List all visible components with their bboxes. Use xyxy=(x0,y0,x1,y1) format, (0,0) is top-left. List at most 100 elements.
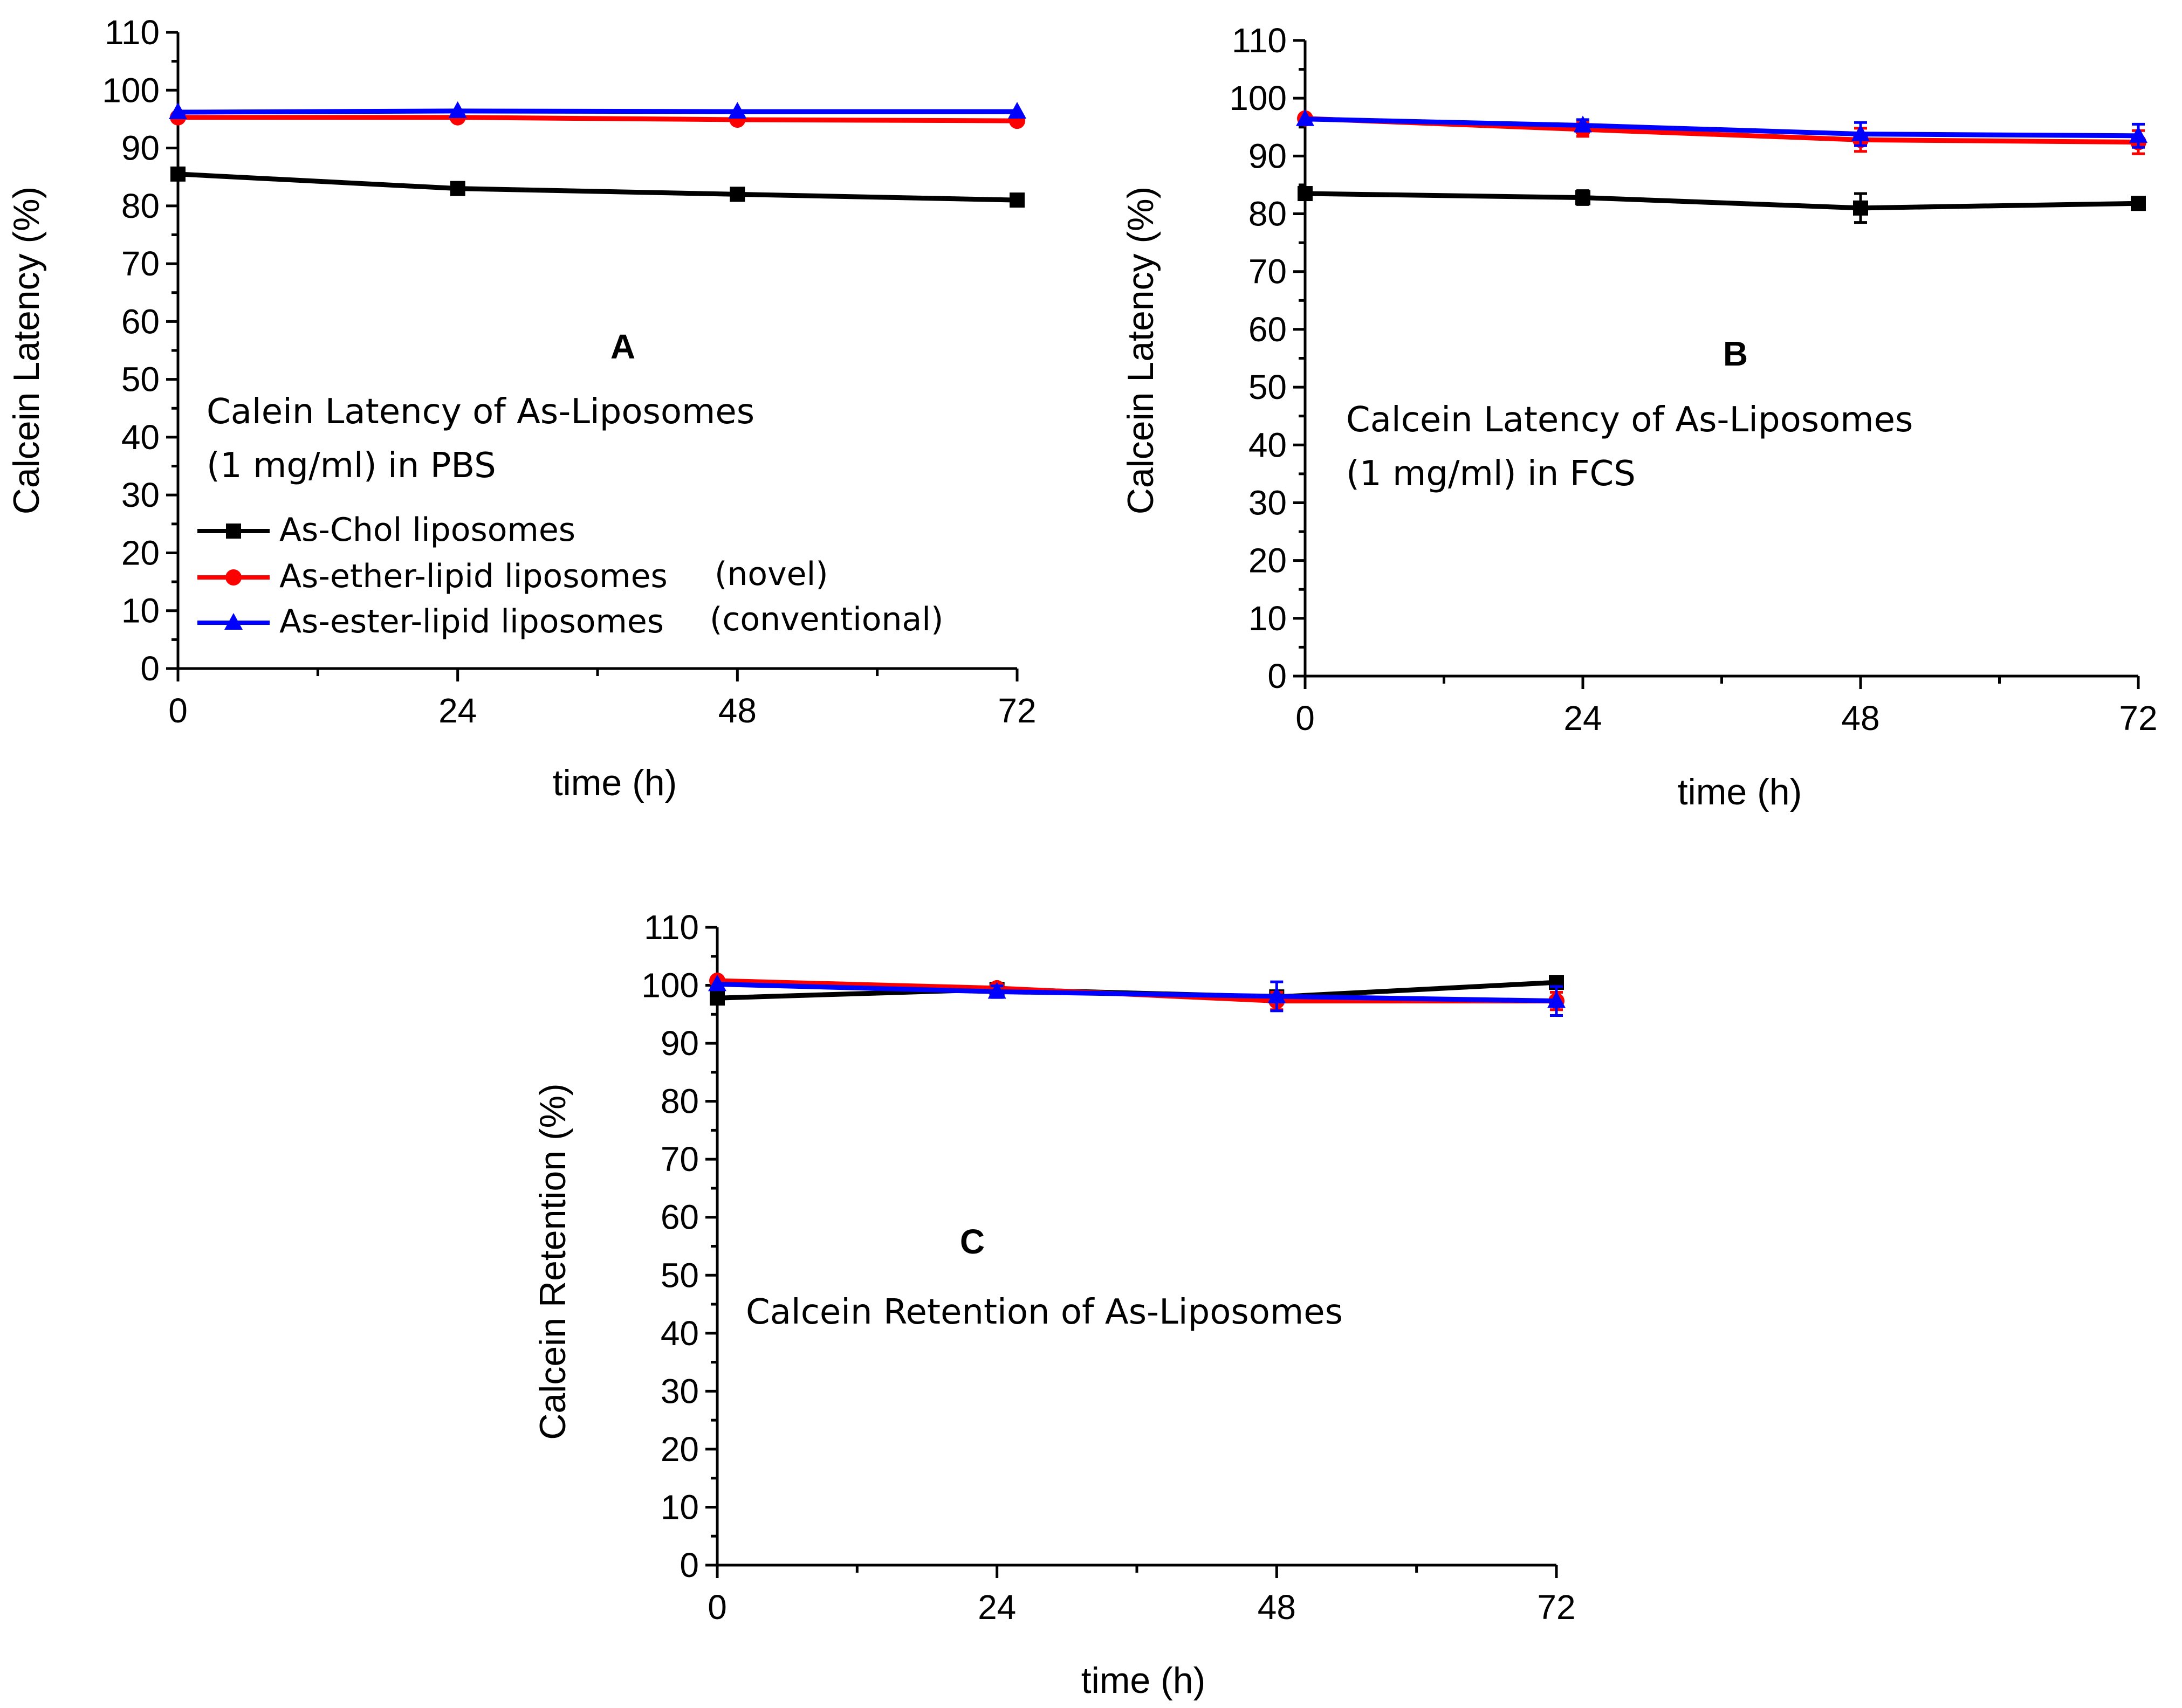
series-ester-lipid xyxy=(169,101,1026,120)
legend-item: As-ether-lipid liposomes (novel) xyxy=(197,555,828,595)
data-point xyxy=(1851,124,1870,141)
x-axis-title: time (h) xyxy=(1081,1660,1205,1701)
y-tick-label: 70 xyxy=(661,1140,699,1179)
series-line xyxy=(1302,191,2141,211)
data-point xyxy=(1010,192,1025,208)
data-point xyxy=(1853,200,1868,216)
x-tick-label: 24 xyxy=(978,1588,1016,1627)
y-tick-label: 60 xyxy=(1248,310,1287,349)
y-tick-label: 100 xyxy=(1229,79,1287,118)
y-axis-title: Calcein Retention (%) xyxy=(532,1083,573,1440)
data-point xyxy=(169,102,187,120)
y-tick-label: 70 xyxy=(1248,252,1287,291)
y-tick-label: 10 xyxy=(121,591,160,630)
panel-b: 0 10 20 30 40 50 60 70 80 90 100 110 0 24 48 72 time (h)… xyxy=(1120,21,2158,812)
series-line xyxy=(1302,116,2141,139)
legend-marker xyxy=(225,569,242,586)
x-axis-title: time (h) xyxy=(1678,772,1802,812)
data-point xyxy=(987,982,1006,999)
data-point xyxy=(1267,986,1286,1003)
data-point xyxy=(448,101,467,118)
data-point xyxy=(1008,101,1026,119)
x-tick-label: 48 xyxy=(1258,1588,1296,1627)
x-tick-label: 72 xyxy=(1537,1588,1575,1627)
legend-suffix: (conventional) xyxy=(710,601,943,638)
series-ester-lipid xyxy=(708,974,1566,1017)
y-tick-label: 40 xyxy=(661,1314,699,1353)
y-tick-label: 100 xyxy=(102,71,160,109)
x-tick-label: 72 xyxy=(2119,699,2157,738)
legend-label: As-ether-lipid liposomes xyxy=(279,557,668,595)
y-tick-label: 20 xyxy=(1248,541,1287,580)
data-point xyxy=(728,101,747,119)
y-tick-label: 110 xyxy=(105,13,160,52)
x-tick-label: 48 xyxy=(1841,699,1879,738)
x-tick-label: 48 xyxy=(718,691,757,730)
series-line xyxy=(175,171,1020,203)
series-line xyxy=(175,108,1020,115)
annotation-text: Calcein Latency of As-Liposomes xyxy=(1346,400,1913,440)
panel-a: 0 10 20 30 40 50 60 70 80 90 100 110 0 24 48 72 time (h)… xyxy=(6,13,1037,803)
y-tick-label: 60 xyxy=(121,302,160,341)
panel-letter: C xyxy=(960,1222,985,1261)
y-tick-label: 50 xyxy=(1248,368,1287,407)
series-chol xyxy=(170,166,1025,208)
series-chol xyxy=(1298,186,2146,224)
y-tick-label: 70 xyxy=(121,244,160,283)
y-axis-title: Calcein Latency (%) xyxy=(1120,187,1161,514)
x-tick-label: 0 xyxy=(168,691,188,730)
x-tick-label: 72 xyxy=(998,691,1036,730)
x-tick-label: 0 xyxy=(1295,699,1315,738)
data-point xyxy=(2131,196,2146,211)
y-tick-label: 20 xyxy=(661,1430,699,1469)
data-point xyxy=(2129,126,2147,143)
data-point xyxy=(170,166,186,182)
data-point xyxy=(710,990,725,1006)
panel-letter: A xyxy=(610,327,635,366)
y-tick-label: 20 xyxy=(121,533,160,572)
y-tick-label: 0 xyxy=(140,649,160,688)
y-tick-label: 50 xyxy=(121,360,160,399)
y-tick-label: 100 xyxy=(641,966,699,1005)
y-tick-label: 0 xyxy=(1267,657,1287,695)
y-tick-label: 110 xyxy=(644,908,699,947)
y-tick-label: 110 xyxy=(1232,21,1287,60)
y-tick-label: 0 xyxy=(680,1546,699,1585)
y-tick-label: 80 xyxy=(661,1082,699,1121)
y-tick-label: 30 xyxy=(121,476,160,514)
data-point xyxy=(450,181,465,196)
y-tick-label: 30 xyxy=(661,1372,699,1410)
series-line xyxy=(175,115,1020,123)
data-point xyxy=(1575,190,1590,205)
legend-label: As-Chol liposomes xyxy=(279,511,575,549)
annotation-text: Calcein Retention of As-Liposomes xyxy=(746,1292,1343,1332)
y-tick-label: 90 xyxy=(661,1024,699,1063)
y-tick-label: 10 xyxy=(1248,599,1287,638)
x-tick-label: 24 xyxy=(1563,699,1602,738)
legend-item: As-ester-lipid liposomes (conventional) xyxy=(197,601,943,640)
series-ester-lipid xyxy=(1296,109,2147,149)
legend-marker xyxy=(224,613,243,630)
legend-marker xyxy=(226,524,241,539)
legend-suffix: (novel) xyxy=(715,555,828,593)
panel-letter: B xyxy=(1723,334,1748,373)
y-tick-label: 10 xyxy=(661,1487,699,1526)
data-point xyxy=(1574,115,1592,133)
x-tick-label: 24 xyxy=(438,691,477,730)
x-tick-label: 0 xyxy=(708,1588,727,1627)
y-tick-label: 80 xyxy=(121,187,160,225)
annotation-text: Calein Latency of As-Liposomes xyxy=(207,392,754,432)
y-tick-label: 60 xyxy=(661,1198,699,1237)
y-tick-label: 90 xyxy=(1248,136,1287,175)
y-tick-label: 30 xyxy=(1248,483,1287,522)
y-tick-label: 80 xyxy=(1248,195,1287,233)
data-point xyxy=(708,974,726,991)
y-axis-title: Calcein Latency (%) xyxy=(6,187,47,514)
y-tick-label: 50 xyxy=(661,1256,699,1294)
y-tick-label: 40 xyxy=(1248,425,1287,464)
legend: As-Chol liposomes As-ether-lipid liposome… xyxy=(197,511,943,640)
data-point xyxy=(1298,186,1313,202)
data-point xyxy=(1547,991,1566,1008)
